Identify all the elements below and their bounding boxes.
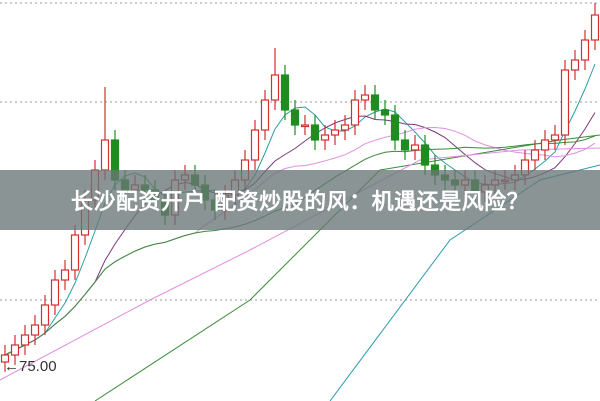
- candle-body: [0, 354, 10, 363]
- candle-body: [390, 114, 400, 141]
- price-marker: ←75.00: [4, 358, 57, 375]
- candle-body: [530, 149, 540, 161]
- candle-body: [260, 99, 270, 131]
- candle-body: [420, 144, 430, 166]
- ma20-line: [4, 126, 596, 356]
- candle-body: [350, 99, 360, 126]
- candle-body: [370, 94, 380, 111]
- candle-body: [400, 139, 410, 151]
- arrow-left-icon: ←: [4, 358, 19, 375]
- candle-body: [540, 139, 550, 151]
- candle-body: [20, 334, 30, 346]
- candle-body: [570, 59, 580, 71]
- candle-body: [590, 14, 600, 41]
- candle-body: [30, 324, 40, 336]
- candle-body: [580, 39, 590, 61]
- candle-body: [40, 304, 50, 326]
- candle-body: [310, 124, 320, 141]
- candle-body: [290, 109, 300, 126]
- candle-body: [250, 129, 260, 161]
- candle-body: [330, 129, 340, 136]
- candle-body: [100, 139, 110, 171]
- title-banner: 长沙配资开户 配资炒股的风：机遇还是风险？: [0, 170, 600, 230]
- candle-body: [270, 74, 280, 101]
- candle-body: [300, 124, 310, 128]
- candle-body: [410, 144, 420, 151]
- candle-body: [280, 74, 290, 111]
- article-title: 长沙配资开户 配资炒股的风：机遇还是风险？: [70, 190, 530, 215]
- candle-body: [380, 109, 390, 116]
- candle-body: [360, 94, 370, 101]
- candle-body: [70, 234, 80, 271]
- candle-body: [320, 134, 330, 141]
- ma30-line: [4, 135, 596, 356]
- candle-body: [560, 69, 570, 136]
- candle-body: [50, 279, 60, 306]
- candle-body: [10, 344, 20, 356]
- candle-body: [340, 124, 350, 131]
- candle-body: [60, 269, 70, 281]
- candle-body: [550, 134, 560, 141]
- price-marker-value: 75.00: [19, 358, 57, 375]
